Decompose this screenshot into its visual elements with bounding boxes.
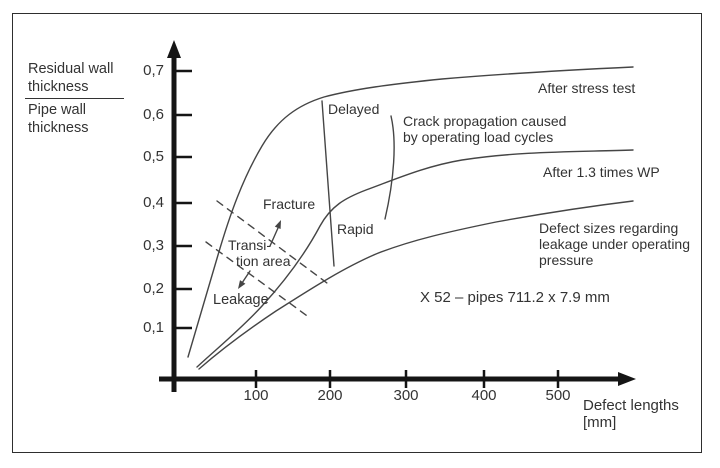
y-axis-title-line2: thickness xyxy=(28,79,89,95)
curve-label-defect-sizes-line2: leakage under operating xyxy=(539,235,691,252)
axes xyxy=(159,52,622,392)
x-axis-ticks xyxy=(254,370,560,388)
annotation-crack-note: Crack propagation caused by operating lo… xyxy=(403,113,566,145)
y-axis-title-denominator: Pipe wall thickness xyxy=(25,99,124,137)
curve-label-after-stress-test: After stress test xyxy=(538,80,636,96)
y-axis-title-line3: Pipe wall xyxy=(28,102,87,118)
annotation-delayed: Delayed xyxy=(328,101,380,117)
leakage-arrow-head-icon xyxy=(238,280,246,289)
crack-note-pointer-line xyxy=(384,115,395,220)
fracture-arrow-head-icon xyxy=(274,220,281,229)
y-axis-ticks xyxy=(176,69,192,330)
y-axis-title-line4: thickness xyxy=(28,120,89,136)
annotation-leakage: Leakage xyxy=(213,292,269,308)
annotation-transition-line1: Transi- xyxy=(228,237,272,253)
x-tick-label-500: 500 xyxy=(545,387,571,404)
y-tick-label-0.3: 0,3 xyxy=(143,237,164,254)
y-axis-title-line1: Residual wall xyxy=(28,61,114,77)
x-axis-arrow-icon xyxy=(618,372,636,386)
x-tick-label-300: 300 xyxy=(393,387,419,404)
annotation-fracture: Fracture xyxy=(263,196,316,212)
curve-after-1_3-times-wp xyxy=(196,149,634,368)
curve-after-stress-test xyxy=(187,66,634,358)
curve-leakage-defect-sizes xyxy=(198,200,634,370)
x-axis-title-line1: Defect lengths xyxy=(583,397,679,414)
y-tick-label-0.1: 0,1 xyxy=(143,319,164,336)
y-tick-label-0.7: 0,7 xyxy=(143,62,164,79)
curve-label-defect-sizes: Defect sizes regarding leakage under ope… xyxy=(539,220,691,268)
y-axis-arrow-icon xyxy=(167,40,181,58)
curve-label-defect-sizes-line3: pressure xyxy=(539,251,594,268)
annotation-pipe-spec: X 52 – pipes 711.2 x 7.9 mm xyxy=(420,289,610,306)
y-tick-label-0.2: 0,2 xyxy=(143,280,164,297)
y-tick-label-0.4: 0,4 xyxy=(143,194,164,211)
delayed-rapid-divider-line xyxy=(321,100,335,267)
annotation-crack-note-line1: Crack propagation caused xyxy=(403,113,567,129)
curve-label-after-1_3-times-wp: After 1.3 times WP xyxy=(543,164,660,180)
annotation-rapid: Rapid xyxy=(337,221,374,237)
y-tick-label-0.5: 0,5 xyxy=(143,148,164,165)
transition-dashed-line-lower xyxy=(205,241,311,319)
x-tick-label-200: 200 xyxy=(317,387,343,404)
y-axis-title: Residual wall thickness Pipe wall thickn… xyxy=(25,60,124,137)
x-axis-title-line2: [mm] xyxy=(583,414,617,431)
x-tick-label-400: 400 xyxy=(471,387,497,404)
y-axis-title-numerator: Residual wall thickness xyxy=(25,60,124,99)
leakage-arrow-shaft xyxy=(241,270,251,284)
annotation-crack-note-line2: by operating load cycles xyxy=(403,129,554,145)
y-tick-label-0.6: 0,6 xyxy=(143,106,164,123)
fracture-arrow-shaft xyxy=(269,227,279,247)
curve-label-defect-sizes-line1: Defect sizes regarding xyxy=(539,220,679,236)
x-tick-label-100: 100 xyxy=(243,387,269,404)
annotation-transition-line2: tion area xyxy=(236,253,291,269)
transition-dashed-line-upper xyxy=(216,200,332,287)
transition-band xyxy=(205,200,332,319)
